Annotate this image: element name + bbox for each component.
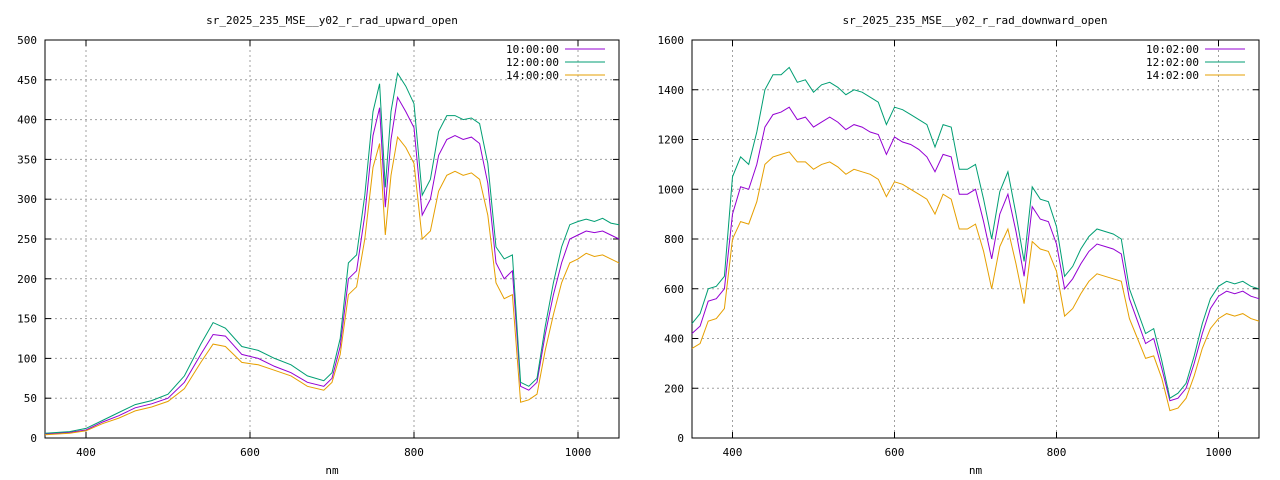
y-tick-label: 200 <box>17 273 37 286</box>
y-tick-label: 100 <box>17 352 37 365</box>
y-tick-label: 200 <box>664 382 684 395</box>
chart-title: sr_2025_235_MSE__y02_r_rad_downward_open <box>843 14 1108 27</box>
x-tick-label: 1000 <box>565 446 592 459</box>
x-axis-label: nm <box>969 464 983 477</box>
x-tick-label: 800 <box>1047 446 1067 459</box>
x-tick-label: 800 <box>404 446 424 459</box>
x-tick-label: 600 <box>885 446 905 459</box>
y-tick-label: 400 <box>17 114 37 127</box>
x-tick-label: 400 <box>76 446 96 459</box>
series-line-12:00:00 <box>44 72 620 434</box>
y-tick-label: 150 <box>17 313 37 326</box>
x-tick-label: 600 <box>240 446 260 459</box>
series-line-12:02:00 <box>691 66 1260 399</box>
downward-chart-panel: sr_2025_235_MSE__y02_r_rad_downward_open… <box>658 14 1260 477</box>
y-tick-label: 0 <box>677 432 684 445</box>
series-line-10:02:00 <box>691 106 1260 402</box>
legend-label: 10:02:00 <box>1146 43 1199 56</box>
series-line-10:00:00 <box>44 95 620 435</box>
y-tick-label: 600 <box>664 283 684 296</box>
x-tick-label: 1000 <box>1205 446 1232 459</box>
y-tick-label: 350 <box>17 153 37 166</box>
y-tick-label: 300 <box>17 193 37 206</box>
series-line-14:00:00 <box>44 135 620 436</box>
x-axis-label: nm <box>325 464 339 477</box>
x-tick-label: 400 <box>723 446 743 459</box>
y-tick-label: 400 <box>664 333 684 346</box>
y-tick-label: 250 <box>17 233 37 246</box>
upward-chart-panel: sr_2025_235_MSE__y02_r_rad_upward_open 40… <box>17 14 620 477</box>
y-tick-label: 1200 <box>658 134 685 147</box>
legend-label: 14:00:00 <box>506 69 559 82</box>
y-tick-label: 800 <box>664 233 684 246</box>
y-tick-label: 1600 <box>658 34 685 47</box>
y-tick-label: 1000 <box>658 183 685 196</box>
chart-title: sr_2025_235_MSE__y02_r_rad_upward_open <box>206 14 458 27</box>
legend-label: 12:00:00 <box>506 56 559 69</box>
legend-label: 10:00:00 <box>506 43 559 56</box>
y-tick-label: 500 <box>17 34 37 47</box>
legend-label: 12:02:00 <box>1146 56 1199 69</box>
y-tick-label: 0 <box>30 432 37 445</box>
y-tick-label: 50 <box>24 392 37 405</box>
series-line-14:02:00 <box>691 151 1260 412</box>
legend-label: 14:02:00 <box>1146 69 1199 82</box>
y-tick-label: 450 <box>17 74 37 87</box>
y-tick-label: 1400 <box>658 84 685 97</box>
